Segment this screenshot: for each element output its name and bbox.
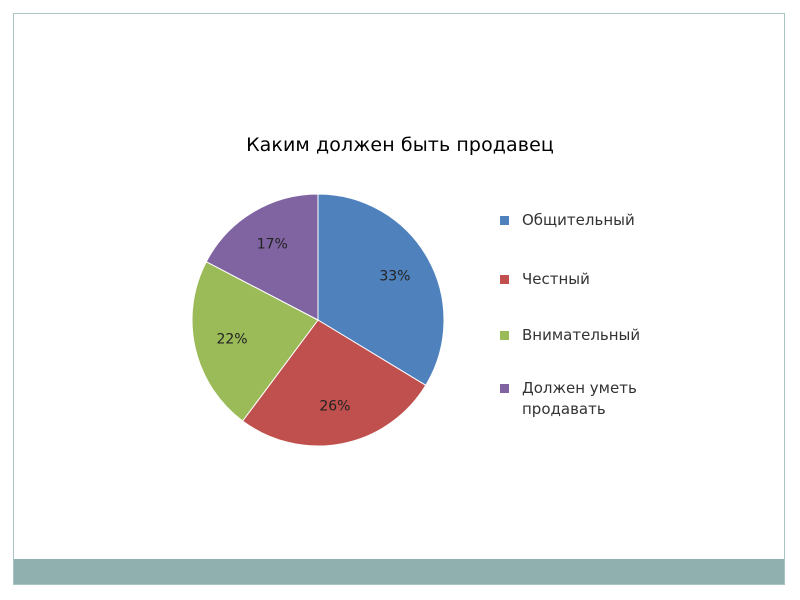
legend-swatch-3: [500, 331, 509, 340]
legend-label-3: Внимательный: [522, 326, 641, 344]
chart-title: Каким должен быть продавец: [246, 134, 554, 156]
pie-slice-4: [205, 193, 319, 321]
pie-data-label-1: 33%: [379, 269, 410, 285]
footer-band: [14, 559, 784, 584]
pie-data-label-3: 22%: [216, 332, 247, 348]
pie-data-label-4: 17%: [257, 237, 288, 253]
legend-swatch-4: [500, 384, 509, 393]
legend-label-1: Общительный: [522, 211, 635, 229]
legend-swatch-1: [500, 216, 509, 225]
legend-swatch-2: [500, 275, 509, 284]
pie-data-label-2: 26%: [319, 399, 350, 415]
pie-slice-2: [241, 319, 427, 447]
pie-slice-3: [191, 261, 319, 422]
pie-slice-1: [317, 193, 445, 387]
legend-label-2: Честный: [522, 270, 590, 288]
legend-label-4: Должен уметь продавать: [522, 379, 637, 418]
